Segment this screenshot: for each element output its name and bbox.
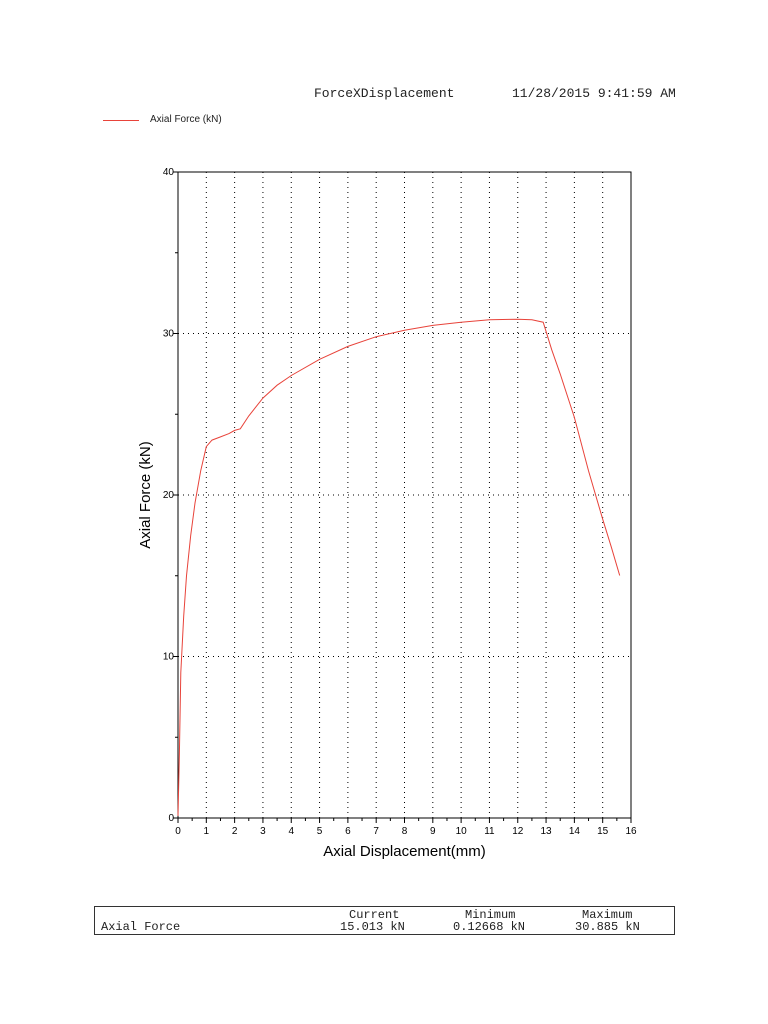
column-header-minimum: Minimum [465, 908, 516, 922]
x-tick-label: 10 [456, 826, 468, 837]
y-tick-label: 30 [163, 329, 175, 340]
legend-label: Axial Force (kN) [150, 114, 222, 125]
chart-title: ForceXDisplacement [314, 86, 455, 101]
axial-force-line [177, 318, 621, 816]
axis-ticks [173, 171, 632, 823]
x-tick-label: 2 [232, 826, 238, 837]
y-axis-label: Axial Force (kN) [137, 441, 154, 549]
row-label: Axial Force [101, 920, 181, 934]
x-tick-label: 15 [597, 826, 609, 837]
grid [178, 172, 631, 818]
x-tick-label: 3 [260, 826, 266, 837]
x-tick-label: 5 [317, 826, 323, 837]
x-tick-label: 13 [541, 826, 553, 837]
x-tick-label: 1 [204, 826, 210, 837]
column-header-current: Current [349, 908, 400, 922]
timestamp: 11/28/2015 9:41:59 AM [512, 86, 676, 101]
x-tick-label: 16 [625, 826, 637, 837]
current-value: 15.013 kN [340, 920, 405, 934]
x-tick-label: 6 [345, 826, 351, 837]
x-tick-label: 14 [569, 826, 581, 837]
x-axis-label: Axial Displacement(mm) [323, 843, 486, 860]
maximum-value: 30.885 kN [575, 920, 640, 934]
minimum-value: 0.12668 kN [453, 920, 526, 934]
x-tick-label: 8 [402, 826, 408, 837]
x-tick-label: 9 [430, 826, 436, 837]
x-tick-label: 12 [512, 826, 524, 837]
legend-swatch [103, 120, 139, 121]
summary-table: Current Minimum Maximum Axial Force 15.0… [94, 906, 675, 935]
x-tick-label: 4 [288, 826, 294, 837]
y-tick-label: 40 [163, 167, 175, 178]
y-tick-label: 10 [163, 652, 175, 663]
y-tick-label: 0 [168, 813, 174, 824]
column-header-maximum: Maximum [582, 908, 633, 922]
plot-frame [177, 171, 632, 819]
x-tick-label: 11 [484, 826, 495, 837]
y-tick-label: 20 [163, 490, 175, 501]
x-tick-label: 0 [175, 826, 181, 837]
x-tick-label: 7 [373, 826, 379, 837]
